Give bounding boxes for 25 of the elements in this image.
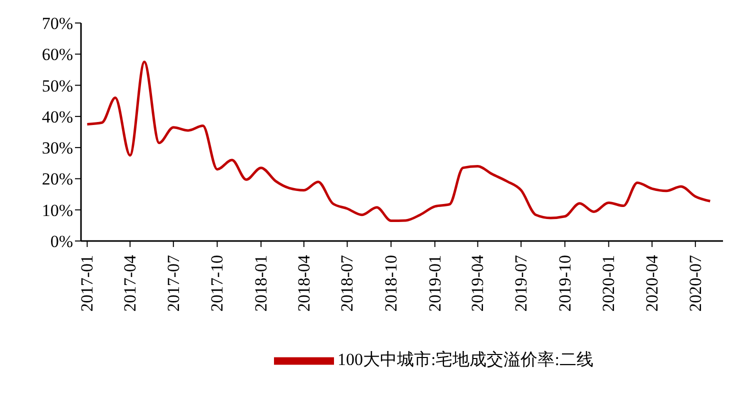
x-tick-label: 2017-07 [164,254,183,312]
x-tick-label: 2019-01 [425,255,444,312]
y-tick-label: 10% [42,200,73,220]
x-tick-label: 2019-04 [468,254,488,312]
x-tick-label: 2017-04 [120,254,140,312]
y-tick-label: 40% [42,107,73,126]
y-tick-label: 20% [42,170,73,189]
x-tick-label: 2019-10 [555,255,574,312]
x-tick-label: 2018-10 [382,255,401,312]
line-series [86,60,712,222]
legend-label: 100大中城市:宅地成交溢价率:二线 [338,350,594,369]
y-tick-label: 60% [42,45,73,64]
x-tick-label: 2017-10 [208,255,227,312]
x-tick-label: 2018-04 [294,254,314,312]
x-tick-label: 2018-01 [252,255,271,312]
x-tick-label: 2018-07 [338,254,357,312]
x-tick-label: 2020-07 [686,254,705,312]
y-tick-label: 70% [42,14,73,34]
y-tick-label: 50% [42,76,73,96]
x-tick-label: 2020-01 [599,255,618,312]
y-tick-label: 30% [42,138,73,158]
y-tick-label: 0% [50,232,73,252]
x-tick-label: 2019-07 [512,254,531,312]
x-tick-label: 2020-04 [642,254,662,312]
x-tick-label: 2017-01 [78,255,97,312]
